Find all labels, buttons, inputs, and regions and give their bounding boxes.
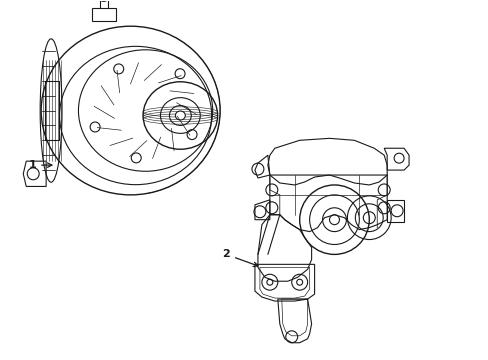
Ellipse shape (175, 111, 185, 120)
Text: 1: 1 (28, 160, 52, 170)
Text: 2: 2 (222, 249, 258, 266)
